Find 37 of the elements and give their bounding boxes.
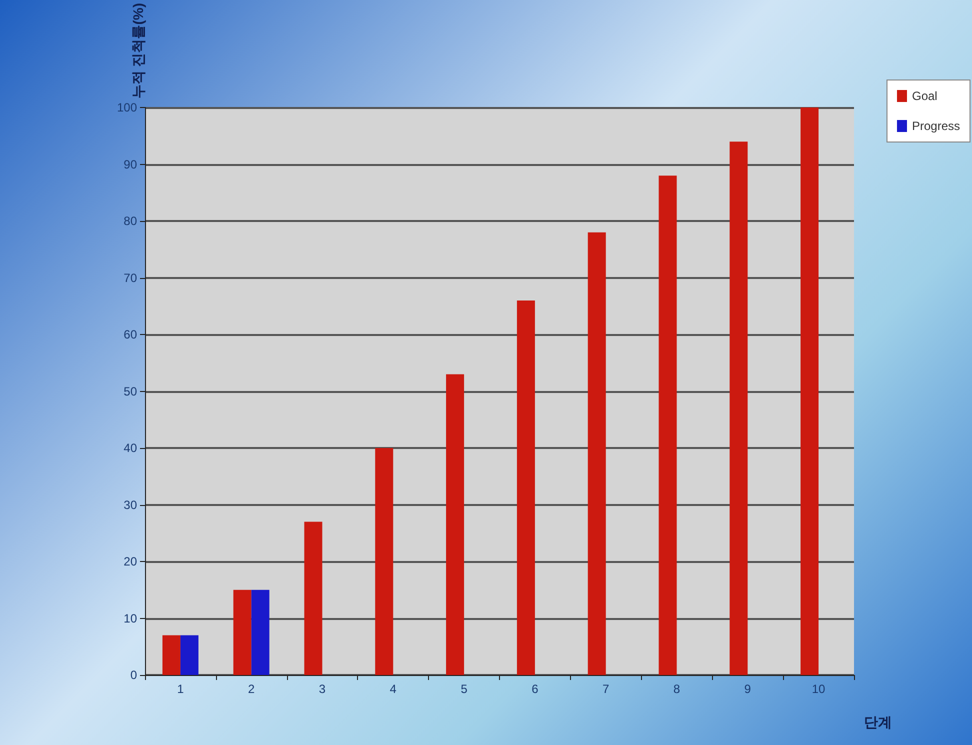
x-tick-label: 4: [390, 682, 397, 696]
x-tick-label: 1: [177, 682, 184, 696]
bar: [588, 232, 606, 675]
y-tick-label: 50: [124, 384, 138, 398]
y-tick-label: 100: [116, 100, 138, 115]
bar: [375, 448, 394, 675]
x-tick-label: 7: [602, 682, 610, 696]
y-tick-label: 80: [124, 214, 138, 228]
x-tick-label: 5: [460, 682, 468, 696]
y-axis-title: 누적 진척률(%): [130, 3, 146, 99]
bar: [516, 300, 535, 675]
x-tick-label: 2: [248, 682, 256, 696]
y-tick-label: 60: [124, 328, 138, 342]
bar: [180, 635, 198, 675]
x-tick-label: 6: [532, 682, 539, 696]
y-tick-label: 30: [124, 498, 138, 512]
x-tick-label: 10: [812, 682, 826, 696]
bar: [730, 142, 748, 675]
bar: [446, 374, 464, 675]
bar: [233, 590, 252, 675]
x-tick-label: 8: [673, 682, 680, 696]
y-tick-label: 70: [124, 270, 138, 285]
bar: [800, 108, 819, 675]
x-axis-title: 단계: [864, 714, 892, 730]
bar: [251, 590, 270, 675]
y-tick-label: 0: [130, 668, 138, 682]
bar: [162, 635, 180, 675]
y-tick-label: 90: [124, 157, 138, 172]
x-tick-label: 9: [744, 682, 752, 696]
bar: [658, 176, 677, 675]
bar: [304, 522, 322, 675]
y-tick-label: 10: [124, 611, 138, 626]
legend-label: Progress: [912, 119, 960, 133]
legend-label: Goal: [912, 89, 938, 103]
y-tick-label: 20: [124, 554, 138, 569]
x-tick-label: 3: [318, 682, 326, 696]
y-tick-label: 40: [124, 441, 138, 456]
